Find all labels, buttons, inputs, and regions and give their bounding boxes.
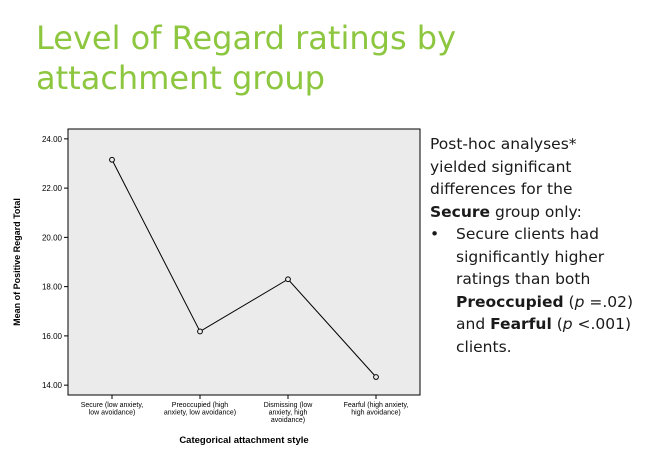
p2-open: ( — [551, 315, 563, 333]
y-tick-label: 20.00 — [42, 233, 63, 242]
p2-letter: p — [562, 315, 573, 333]
data-point — [373, 374, 379, 380]
intro-line-1: Post-hoc analyses* — [430, 135, 577, 153]
x-tick-label-line: Fearful (high anxiety, — [344, 402, 409, 409]
x-tick-label: Preoccupied (high anxiety, low avoidance) — [164, 402, 236, 417]
y-axis-label: Mean of Positive Regard Total — [12, 198, 22, 326]
series-group — [109, 156, 379, 380]
x-tick-label-line: anxiety, high — [269, 410, 308, 417]
slide-title-line-2: attachment group — [36, 59, 325, 97]
x-tick-label-line: Preoccupied (high — [172, 402, 229, 409]
bullet-line-3: ratings than both — [456, 270, 591, 288]
data-point — [285, 276, 291, 283]
intro-line-3: differences for the — [430, 180, 573, 198]
notes-panel: Post-hoc analyses* yielded significant d… — [430, 133, 650, 358]
bullet-dot-icon: • — [430, 225, 440, 243]
x-tick-label: Dismissing (low anxiety, high avoidance) — [264, 402, 314, 424]
fearful-emphasis: Fearful — [490, 315, 552, 333]
x-axis: Secure (low anxiety, low avoidance) Preocc… — [81, 395, 409, 424]
y-tick-label: 24.00 — [42, 135, 63, 144]
secure-emphasis: Secure — [430, 202, 491, 221]
p1-open: ( — [563, 292, 575, 311]
p1-letter: p — [574, 292, 585, 311]
bullet-text: Secure clients had significantly higher … — [456, 223, 633, 358]
p2-value: <.001) — [572, 315, 632, 333]
chart-svg: 14.00 16.00 18.00 20.00 22.00 24.00 Secure (l… — [12, 128, 421, 446]
intro-line-2: yielded significant — [430, 157, 572, 176]
slide-title: Level of Regard ratings by attachment gr… — [36, 18, 596, 98]
y-tick-label: 14.00 — [42, 381, 63, 390]
x-tick-label-line: high avoidance) — [351, 410, 400, 417]
y-tick-label: 18.00 — [42, 283, 63, 292]
bullet-line-4: Preoccupied (p =.02) — [456, 291, 633, 314]
y-axis: 14.00 16.00 18.00 20.00 22.00 24.00 — [42, 135, 68, 390]
data-point — [109, 156, 115, 163]
preoccupied-emphasis: Preoccupied — [456, 292, 564, 311]
x-tick-label-line: avoidance) — [271, 417, 305, 424]
x-tick-label-line: Secure (low anxiety, — [81, 402, 144, 409]
intro-line-4: Secure group only: — [430, 201, 650, 224]
y-tick-label: 16.00 — [42, 332, 63, 341]
bullet-line-2: significantly higher — [456, 247, 605, 266]
series-line — [111, 159, 377, 378]
bullet-line-1: Secure clients had — [456, 225, 599, 243]
bullet-line-6: clients. — [456, 337, 512, 356]
x-tick-label-line: low avoidance) — [89, 410, 136, 417]
and-word: and — [456, 315, 491, 333]
bullet-line-5: and Fearful (p <.001) — [456, 313, 633, 336]
slide-title-line-1: Level of Regard ratings by — [36, 19, 457, 57]
intro-rest: group only: — [490, 202, 582, 221]
x-axis-label: Categorical attachment style — [179, 435, 308, 446]
data-point — [197, 328, 203, 335]
x-tick-label-line: Dismissing (low — [264, 402, 314, 409]
y-tick-label: 22.00 — [42, 184, 63, 193]
x-tick-label: Secure (low anxiety, low avoidance) — [81, 402, 144, 417]
x-tick-label: Fearful (high anxiety, high avoidance) — [344, 402, 409, 417]
x-tick-label-line: anxiety, low avoidance) — [164, 410, 236, 417]
p1-value: =.02) — [584, 292, 634, 311]
plot-area — [67, 128, 421, 396]
line-chart: 14.00 16.00 18.00 20.00 22.00 24.00 Secure (l… — [8, 120, 424, 450]
bullet-item: • Secure clients had significantly highe… — [430, 223, 650, 358]
